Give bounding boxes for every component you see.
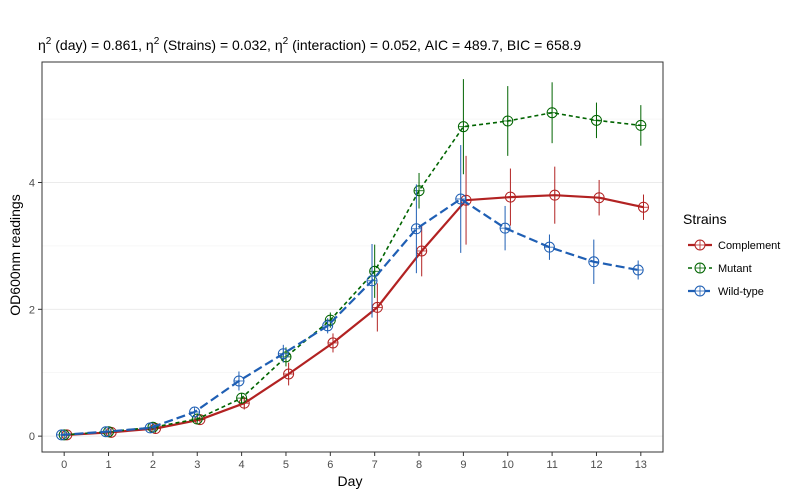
x-tick-label: 7 — [372, 459, 378, 471]
y-tick-label: 2 — [29, 304, 35, 316]
legend-item-mutant: Mutant — [688, 262, 752, 275]
data-point — [416, 245, 428, 257]
y-axis-title: OD600nm readings — [7, 194, 23, 315]
legend-item-wild-type: Wild-type — [688, 285, 764, 298]
title-part-3: (interaction) = 0.052, AIC = 489.7, BIC … — [288, 37, 581, 53]
legend-label: Complement — [718, 240, 780, 252]
data-point — [455, 193, 467, 205]
legend-item-complement: Complement — [688, 239, 780, 252]
data-point — [457, 121, 469, 133]
plot-border — [41, 61, 664, 453]
data-point — [233, 375, 245, 387]
data-point — [56, 429, 68, 441]
data-point — [543, 241, 555, 253]
series-mutant — [58, 79, 647, 441]
x-axis-title: Day — [338, 473, 363, 489]
data-point — [283, 368, 295, 380]
data-point — [236, 392, 248, 404]
x-tick-label: 0 — [61, 459, 67, 471]
title-sup-1: 2 — [46, 36, 52, 47]
data-point — [549, 189, 561, 201]
data-point — [502, 115, 514, 127]
data-point — [189, 406, 201, 418]
y-tick-label: 0 — [29, 431, 35, 443]
y-tick-label: 4 — [29, 177, 35, 189]
data-point — [590, 114, 602, 126]
x-tick-label: 6 — [327, 459, 333, 471]
data-point — [588, 256, 600, 268]
legend: Strains Complement Mutant Wild-type — [683, 211, 780, 298]
title-eta-1: η — [38, 37, 46, 53]
title-part-2: (Strains) = 0.032, — [159, 37, 275, 53]
x-tick-label: 12 — [590, 459, 602, 471]
title-eta-2: η — [146, 37, 154, 53]
data-point — [144, 422, 156, 434]
title-sup-3: 2 — [283, 36, 289, 47]
data-point — [632, 264, 644, 276]
x-tick-label: 10 — [502, 459, 514, 471]
title-sup-2: 2 — [154, 36, 160, 47]
data-point — [100, 426, 112, 438]
data-point — [546, 107, 558, 119]
data-point — [371, 301, 383, 313]
legend-title: Strains — [683, 211, 727, 227]
chart-title: η2 (day) = 0.861, η2 (Strains) = 0.032, … — [38, 36, 581, 53]
legend-label: Wild-type — [718, 286, 764, 298]
x-tick-label: 5 — [283, 459, 289, 471]
data-point — [191, 413, 203, 425]
x-tick-label: 11 — [546, 459, 557, 471]
data-point — [413, 185, 425, 197]
x-tick-label: 4 — [239, 459, 245, 471]
title-part-1: (day) = 0.861, — [51, 37, 146, 53]
x-tick-label: 1 — [105, 459, 111, 471]
x-tick-label: 13 — [635, 459, 647, 471]
title-eta-3: η — [275, 37, 283, 53]
data-point — [410, 223, 422, 235]
series-wild-type — [56, 145, 644, 441]
data-point — [327, 337, 339, 349]
data-point — [593, 192, 605, 204]
series-line — [66, 194, 644, 436]
legend-label: Mutant — [718, 263, 752, 275]
data-point — [637, 201, 649, 213]
data-point — [635, 119, 647, 131]
data-point — [504, 191, 516, 203]
x-tick-label: 2 — [150, 459, 156, 471]
data-point — [277, 348, 289, 360]
data-point — [322, 320, 334, 332]
x-tick-label: 3 — [194, 459, 200, 471]
data-point — [366, 275, 378, 287]
x-tick-label: 9 — [460, 459, 466, 471]
series-line — [64, 111, 641, 436]
series-line — [61, 197, 639, 436]
data-point — [499, 222, 511, 234]
x-tick-label: 8 — [416, 459, 422, 471]
